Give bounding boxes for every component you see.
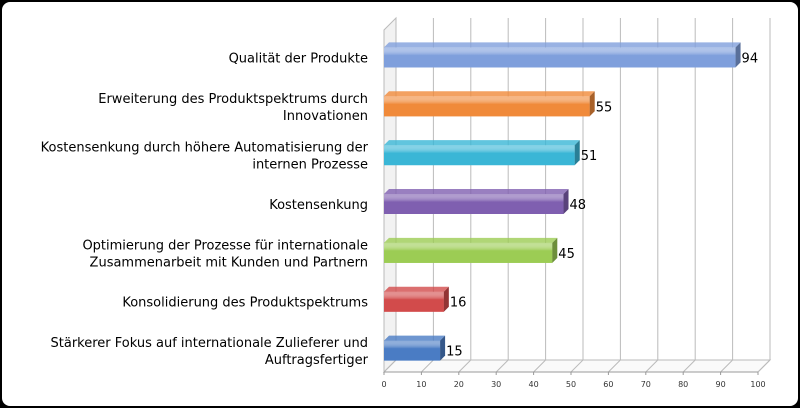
x-tick-label: 20 (454, 380, 464, 389)
x-tick-label: 50 (566, 380, 576, 389)
floor-gridline (533, 359, 546, 373)
floor-gridline (645, 359, 659, 373)
category-label-line: Stärkerer Fokus auf internationale Zulie… (51, 336, 369, 351)
floor-gridline (757, 359, 771, 373)
floor-gridline (383, 359, 397, 373)
bar-shine (384, 194, 564, 214)
x-tick-label: 60 (603, 380, 613, 389)
bar-shine (384, 340, 441, 361)
category-label-line: Qualität der Produkte (229, 51, 368, 66)
bar-top (384, 286, 449, 292)
data-label: 51 (581, 149, 598, 164)
category-label-line: Kostensenkung durch höhere Automatisieru… (41, 141, 369, 156)
x-tick-label: 40 (529, 380, 539, 389)
data-label: 15 (446, 345, 463, 360)
x-tick-label: 90 (716, 380, 726, 389)
bar-shine (384, 291, 444, 312)
category-label-line: Optimierung der Prozesse für internation… (82, 238, 368, 253)
bar-shine (384, 96, 590, 117)
category-label: Kostensenkung durch höhere Automatisieru… (41, 141, 369, 173)
bar-top (384, 42, 741, 48)
data-label: 48 (570, 198, 587, 213)
category-label-line: Innovationen (283, 109, 368, 124)
category-label-line: Kostensenkung (269, 198, 368, 213)
category-label-line: internen Prozesse (252, 158, 368, 173)
category-label: Stärkerer Fokus auf internationale Zulie… (51, 336, 369, 368)
bar-end (735, 42, 741, 68)
x-tick-label: 0 (381, 380, 386, 389)
floor-gridline (682, 359, 696, 373)
floor-gridline (495, 359, 509, 373)
floor-gridline (608, 359, 621, 373)
category-label: Optimierung der Prozesse für internation… (82, 238, 368, 270)
bar-top (384, 237, 558, 243)
x-tick-label: 10 (416, 380, 426, 389)
category-label-line: Auftragsfertiger (265, 353, 369, 368)
bar-top (384, 91, 595, 97)
category-label: Qualität der Produkte (229, 51, 368, 66)
data-label: 55 (596, 100, 613, 115)
x-tick-label: 80 (678, 380, 688, 389)
bar-top (384, 140, 580, 146)
bar-top (384, 189, 569, 194)
bar-end (443, 286, 449, 312)
bar-shine (384, 47, 736, 68)
x-tick-label: 30 (491, 380, 501, 389)
bar-end (589, 91, 595, 117)
bar-shine (384, 242, 553, 263)
category-label: Erweiterung des Produktspektrums durch In… (98, 92, 368, 124)
bar-end (563, 189, 569, 214)
bar-top (384, 335, 446, 341)
bar-shine (384, 145, 575, 166)
category-label-line: Zusammenarbeit mit Kunden und Partnern (90, 255, 368, 270)
data-label: 94 (742, 51, 759, 66)
category-label-line: Konsolidierung des Produktspektrums (122, 296, 368, 311)
bar-end (552, 237, 558, 263)
category-label: Kostensenkung (269, 198, 368, 213)
floor-gridline (720, 359, 733, 373)
bar-end (574, 140, 580, 166)
floor-gridline (421, 359, 434, 373)
bar-end (440, 335, 446, 361)
category-label-line: Erweiterung des Produktspektrums durch (98, 92, 368, 107)
data-label: 16 (450, 296, 467, 311)
floor-gridline (570, 359, 584, 373)
category-label: Konsolidierung des Produktspektrums (122, 296, 368, 311)
x-tick-label: 100 (750, 380, 765, 389)
x-tick-label: 70 (641, 380, 651, 389)
floor-gridline (458, 359, 472, 373)
data-label: 45 (558, 247, 575, 262)
